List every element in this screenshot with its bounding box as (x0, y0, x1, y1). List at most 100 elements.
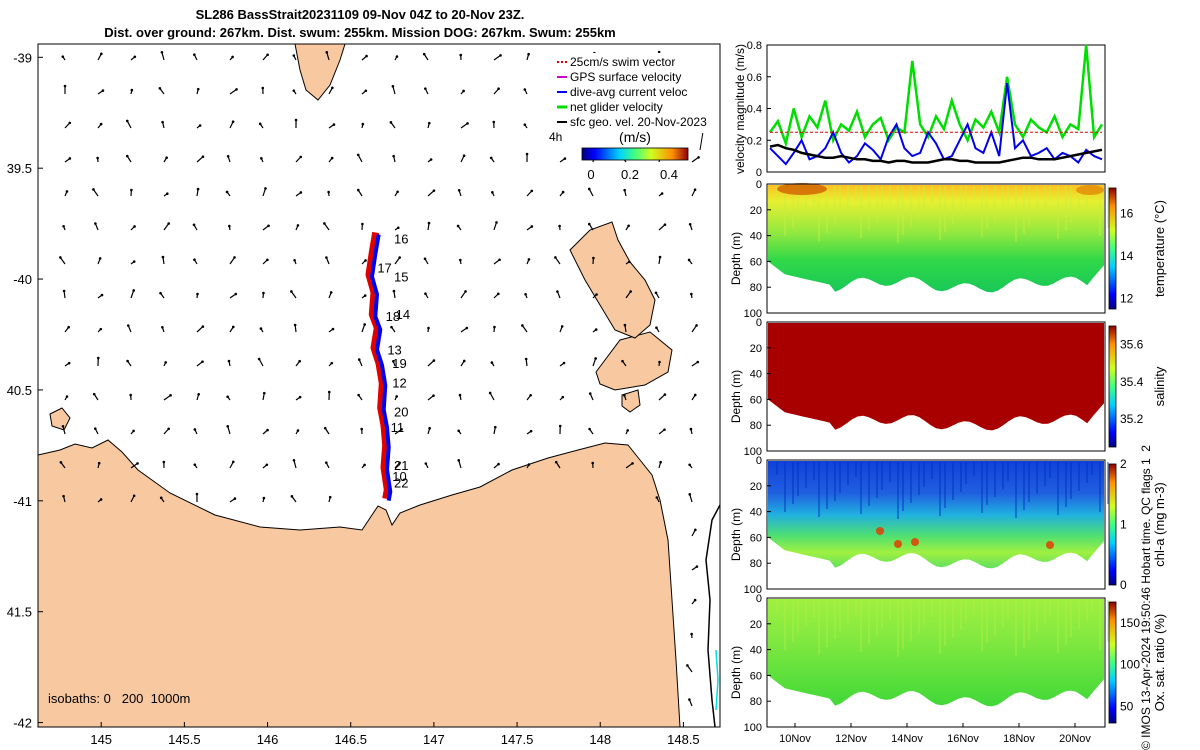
velocity-arrow-head (432, 394, 435, 397)
velocity-arrow-head (65, 190, 69, 193)
depth-tick-label: 80 (750, 282, 762, 294)
velocity-arrow-head (562, 361, 566, 365)
velocity-arrow-head (159, 291, 162, 295)
velocity-arrow-head (595, 293, 598, 296)
velocity-arrow-head (623, 393, 626, 397)
time-tick-label: 18Nov (1003, 733, 1035, 745)
velocity-arrow-head (62, 224, 65, 228)
flinders-island (569, 221, 656, 339)
velocity-arrow-head (136, 462, 139, 465)
velocity-arrow (59, 257, 66, 265)
velocity-arrow-head (193, 258, 196, 261)
velocity-arrow-head (392, 154, 395, 158)
velocity-arrow-head (233, 497, 237, 500)
velocity-series-line (769, 143, 1103, 164)
velocity-arrow (163, 394, 171, 401)
velocity-arrow-head (494, 425, 497, 429)
map-x-tick-label: 146 (257, 732, 279, 747)
velocity-arrow-head (130, 188, 133, 192)
velocity-arrow-head (293, 323, 297, 327)
velocity-arrow-head (193, 53, 196, 56)
velocity-arrow-head (296, 429, 300, 432)
velocity-arrow-head (389, 121, 393, 124)
chart-title-line-2: Dist. over ground: 267km. Dist. swum: 25… (104, 25, 616, 40)
velocity-arrow-head (357, 358, 361, 361)
velocity-arrow-head (663, 223, 667, 226)
isobath-1000m (705, 504, 721, 728)
map-x-axis: 145 145.5 146 146.5 147 147.5 148 148.5 (90, 722, 700, 747)
velocity-arrow-head (329, 291, 333, 294)
colorbar-tick-label: 50 (1120, 699, 1134, 713)
legend-dive-avg-current: dive-avg current veloc (570, 85, 687, 99)
velocity-arrow-head (92, 392, 96, 396)
velocity-arrow-head (100, 293, 104, 297)
velocity-arrow-head (233, 256, 236, 259)
time-tick-label: 10Nov (779, 733, 811, 745)
velocity-arrow-head (490, 361, 494, 364)
velocity-arrow-head (626, 429, 629, 432)
velocity-arrow (493, 54, 501, 61)
velocity-arrow-head (161, 255, 165, 259)
velocity-arrow-head (231, 55, 234, 59)
velocity-arrow-head (332, 123, 336, 126)
velocity-arrow-head (361, 222, 364, 226)
velocity-arrow-head (63, 84, 67, 88)
velocity-arrow (427, 190, 435, 197)
velocity-arrow-head (497, 462, 500, 466)
depth-tick-label: 80 (750, 420, 762, 432)
wilsons-promontory (294, 43, 346, 101)
section-panel-2: 0 20 40 60 80 100 Depth (m) 35.2 35.4 35.6 salinit… (729, 317, 1167, 458)
velocity-arrow-head (227, 359, 231, 363)
day-label: 14 (396, 307, 410, 322)
colorbar-tick-label: 35.6 (1120, 338, 1144, 352)
velocity-arrow-head (561, 190, 565, 194)
velocity-arrow-head (690, 632, 693, 636)
velocity-arrow-head (659, 460, 662, 464)
velocity-arrow-head (100, 52, 103, 56)
velocity-arrow-head (491, 191, 494, 194)
depth-axis-label: Depth (m) (729, 508, 743, 561)
velocity-arrow-head (330, 156, 334, 160)
velocity-arrow-head (686, 664, 689, 667)
velocity-arrow-head (654, 291, 658, 295)
velocity-arrow-head (695, 565, 699, 568)
velocity-arrow-head (693, 188, 697, 192)
velocity-arrow-head (427, 221, 431, 225)
velocity-arrow-head (690, 292, 693, 296)
map-y-tick-label: -42 (13, 716, 32, 731)
velocity-arrow (290, 291, 297, 299)
velocity-arrow-head (688, 463, 691, 467)
velocity-arrow-head (298, 395, 302, 399)
velocity-arrow-head (527, 52, 530, 56)
velocity-arrow-head (290, 290, 293, 293)
velocity-arrow-head (464, 290, 467, 293)
section-panel-4: 0 20 40 60 80 100 Depth (m) 50 100 150 Ox. sat. ra… (729, 593, 1167, 734)
day-label: 16 (394, 232, 408, 247)
velocity-arrow (625, 462, 633, 469)
velocity-arrow-head (226, 425, 230, 428)
velocity-arrow (357, 154, 363, 163)
depth-tick-label: 80 (750, 558, 762, 570)
velocity-arrow-head (466, 122, 469, 125)
west-island-fragment (49, 407, 71, 431)
velocity-arrow-head (132, 289, 135, 292)
velocity-arrow-head (457, 429, 460, 433)
colorbar-label: temperature (°C) (1152, 200, 1167, 297)
velocity-arrow-head (432, 359, 436, 362)
velocity-arrow (458, 460, 462, 469)
velocity-arrow-head (694, 528, 697, 532)
day-label: 19 (392, 356, 406, 371)
velocity-arrow-head (169, 394, 172, 397)
velocity-arrow (229, 88, 237, 95)
colorbar-label: Ox. sat. ratio (%) (1152, 614, 1167, 712)
velocity-arrow (493, 222, 498, 231)
velocity-arrow (262, 188, 267, 197)
depth-tick-label: 60 (750, 532, 762, 544)
map-x-tick-label: 147.5 (501, 732, 534, 747)
velocity-arrow (229, 257, 236, 265)
velocity-arrow-head (330, 361, 334, 365)
velocity-arrow-head (160, 50, 164, 54)
velocity-arrow-head (299, 191, 303, 194)
chl-max-patch (876, 527, 884, 535)
